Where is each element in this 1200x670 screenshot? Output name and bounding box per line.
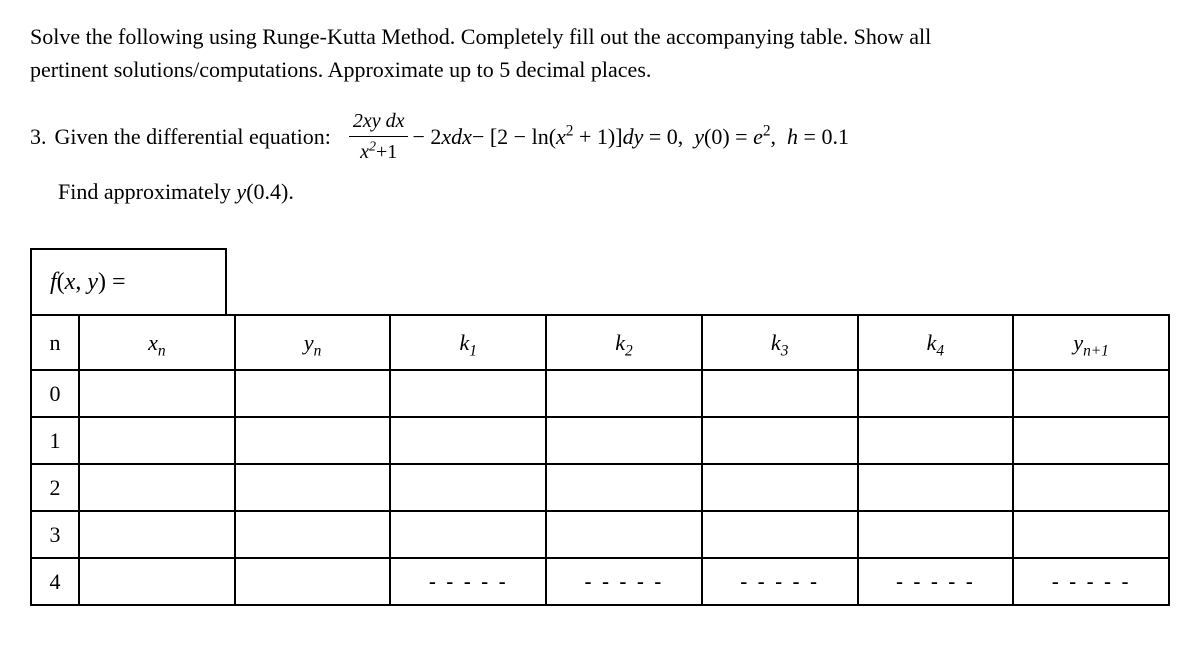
cell-k2 [546,511,702,558]
cell-k2 [546,417,702,464]
problem-statement: 3. Given the differential equation: 2xy … [30,106,1170,167]
cell-k1 [390,464,546,511]
header-yn1: yn+1 [1013,315,1169,370]
cell-xn [79,464,235,511]
cell-k3 [702,511,858,558]
eq-initial-condition: y(0) = e2, [683,120,776,153]
table-header-row: n xn yn k1 k2 k3 k4 yn+1 [31,315,1169,370]
fraction: 2xy dx x2+1 [349,106,409,167]
instruction-line-1: Solve the following using Runge-Kutta Me… [30,20,1170,53]
table-row: 4 - - - - - - - - - - - - - - - - - - - … [31,558,1169,605]
eq-bracket-term: − [2 − ln(x2 + 1)]dy = 0, [472,120,683,153]
cell-k4 [858,417,1014,464]
cell-k1: - - - - - [390,558,546,605]
instruction-line-2: pertinent solutions/computations. Approx… [30,53,1170,86]
cell-k3 [702,370,858,417]
cell-k2 [546,370,702,417]
table-row: 1 [31,417,1169,464]
problem-lead: Given the differential equation: [55,120,331,153]
header-xn: xn [79,315,235,370]
cell-k3 [702,417,858,464]
cell-k4 [858,370,1014,417]
header-k3: k3 [702,315,858,370]
cell-yn [235,558,391,605]
cell-yn1 [1013,511,1169,558]
cell-yn1 [1013,464,1169,511]
cell-k4 [858,511,1014,558]
cell-yn1: - - - - - [1013,558,1169,605]
cell-n: 3 [31,511,79,558]
cell-k1 [390,370,546,417]
cell-k1 [390,417,546,464]
header-n: n [31,315,79,370]
table-row: 3 [31,511,1169,558]
fraction-numerator: 2xy dx [349,106,409,137]
eq-step-size: h = 0.1 [776,120,849,153]
cell-yn1 [1013,370,1169,417]
fraction-denominator: x2+1 [349,137,409,167]
cell-k2: - - - - - [546,558,702,605]
cell-k4: - - - - - [858,558,1014,605]
table-row: 0 [31,370,1169,417]
cell-k2 [546,464,702,511]
header-yn: yn [235,315,391,370]
cell-xn [79,417,235,464]
cell-yn [235,464,391,511]
cell-xn [79,558,235,605]
differential-equation: 2xy dx x2+1 − 2xdx − [2 − ln(x2 + 1)]dy … [345,106,849,167]
table-row: 2 [31,464,1169,511]
header-k4: k4 [858,315,1014,370]
cell-yn [235,417,391,464]
cell-n: 4 [31,558,79,605]
eq-minus-2xdx: − 2xdx [412,120,471,153]
cell-xn [79,370,235,417]
cell-yn [235,511,391,558]
cell-k3: - - - - - [702,558,858,605]
problem-number: 3. [30,120,47,153]
runge-kutta-table: n xn yn k1 k2 k3 k4 yn+1 0 1 [30,314,1170,606]
table-body: 0 1 2 [31,370,1169,605]
cell-k3 [702,464,858,511]
instruction-block: Solve the following using Runge-Kutta Me… [30,20,1170,86]
cell-n: 0 [31,370,79,417]
cell-yn [235,370,391,417]
cell-n: 1 [31,417,79,464]
cell-xn [79,511,235,558]
cell-n: 2 [31,464,79,511]
cell-k4 [858,464,1014,511]
fxy-box: f(x, y) = [30,248,227,314]
header-k2: k2 [546,315,702,370]
header-k1: k1 [390,315,546,370]
cell-yn1 [1013,417,1169,464]
find-instruction: Find approximately y(0.4). [58,175,1170,208]
cell-k1 [390,511,546,558]
